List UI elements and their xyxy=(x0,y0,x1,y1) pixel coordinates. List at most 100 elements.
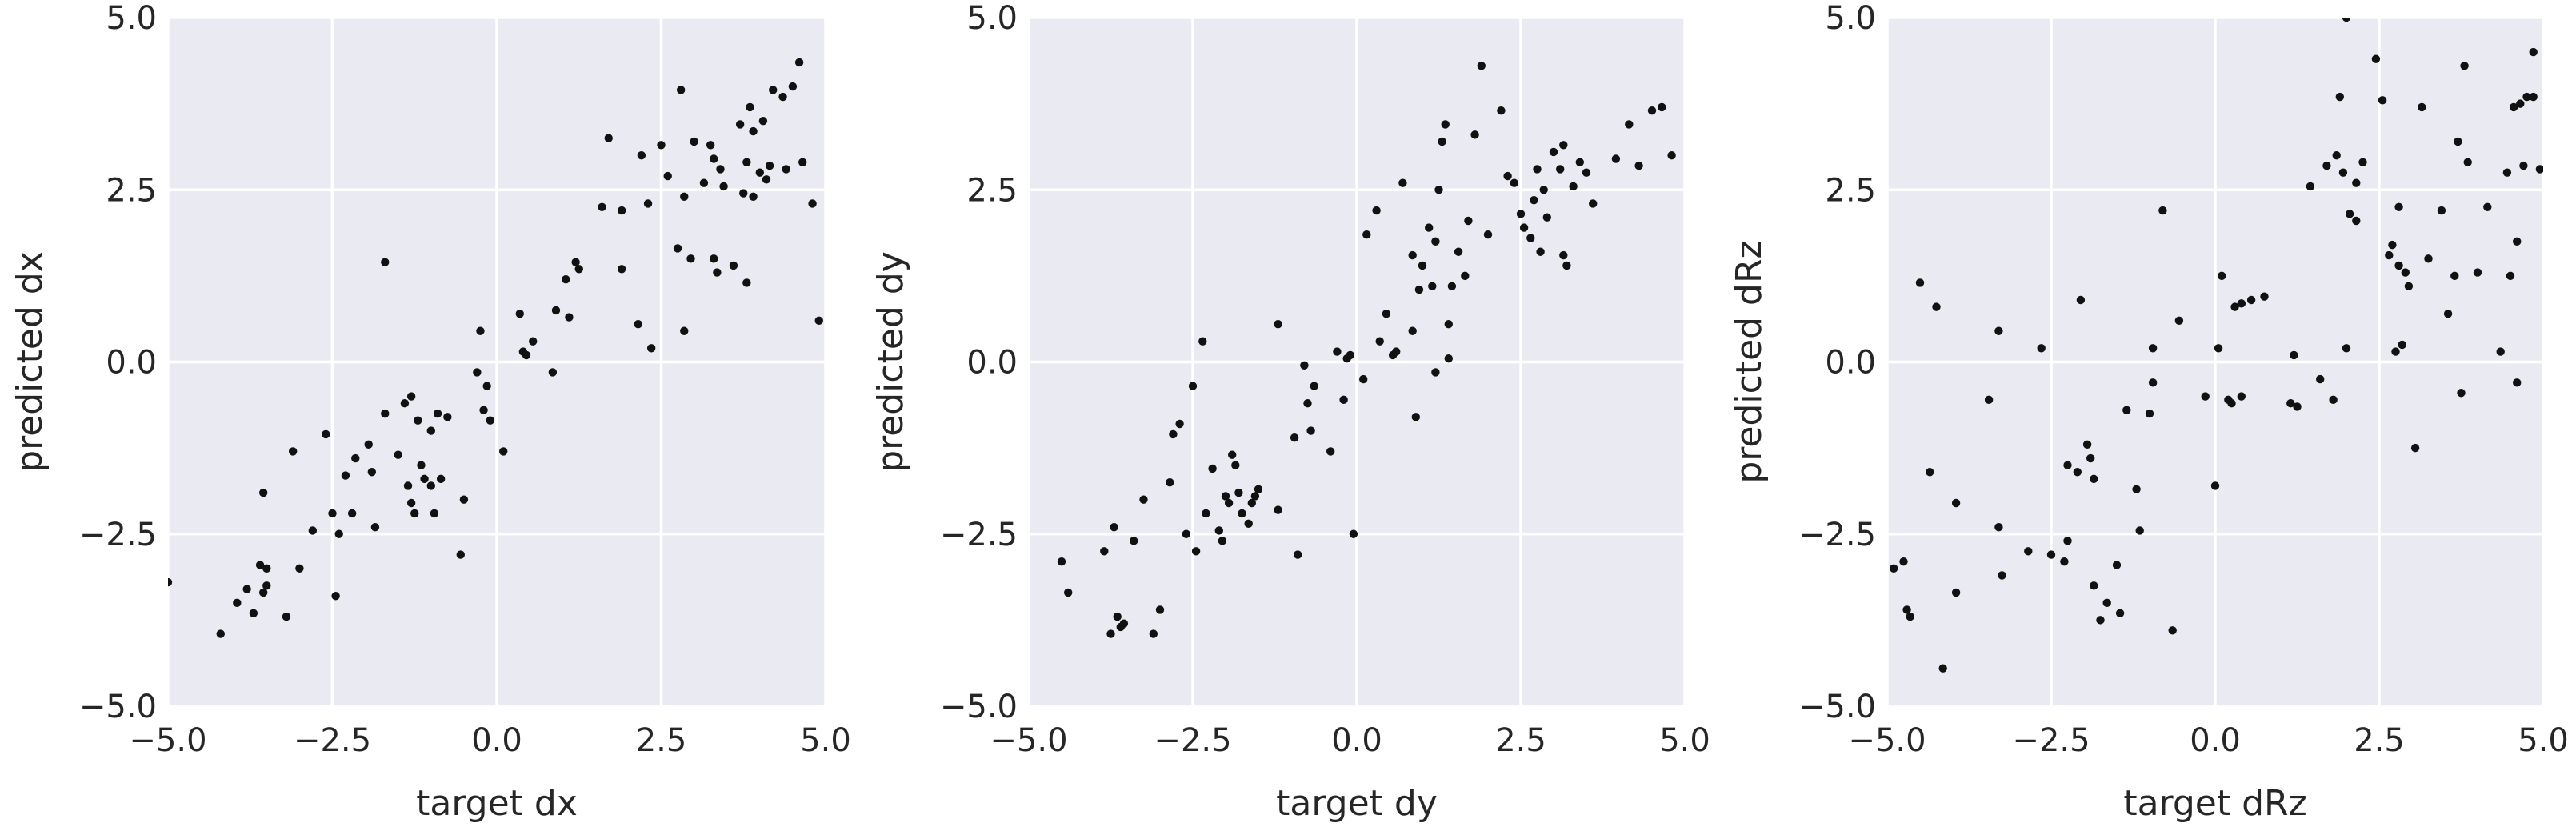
data-point xyxy=(798,158,807,167)
data-point xyxy=(548,368,558,377)
x-tick-label: −5.0 xyxy=(129,722,206,759)
y-tick-label: 0.0 xyxy=(966,345,1018,382)
data-point xyxy=(765,161,774,170)
data-point xyxy=(1569,182,1578,191)
data-point xyxy=(522,350,531,360)
data-point xyxy=(282,612,291,621)
data-point xyxy=(1218,537,1227,545)
data-point xyxy=(716,165,725,174)
data-point xyxy=(2519,161,2528,170)
data-point xyxy=(499,447,508,456)
data-point xyxy=(2322,161,2331,170)
y-tick-label: −5.0 xyxy=(940,689,1018,725)
data-point xyxy=(1113,612,1122,621)
data-point xyxy=(1503,171,1512,181)
data-point xyxy=(426,481,435,490)
data-point xyxy=(1310,382,1318,390)
data-point xyxy=(735,120,745,129)
x-tick-label: −2.5 xyxy=(294,722,371,759)
data-point xyxy=(1441,120,1450,129)
data-point xyxy=(1559,250,1568,260)
data-point xyxy=(242,585,251,593)
data-point xyxy=(1274,319,1282,329)
data-point xyxy=(1951,498,1961,508)
data-point xyxy=(571,258,580,266)
data-point xyxy=(262,564,271,573)
data-point xyxy=(1290,433,1299,442)
data-point xyxy=(1333,347,1342,356)
data-point xyxy=(381,409,390,418)
data-point xyxy=(2063,461,2072,469)
data-point xyxy=(1238,509,1246,518)
data-point xyxy=(769,86,778,94)
data-point xyxy=(1362,230,1371,239)
data-point xyxy=(1625,120,1634,129)
y-axis-label: predicted dy xyxy=(870,251,911,473)
y-tick-label: −2.5 xyxy=(1798,517,1876,553)
data-point xyxy=(1372,206,1381,215)
data-point xyxy=(403,481,413,490)
x-axis-label: target dx xyxy=(416,783,578,824)
data-point xyxy=(1234,488,1243,497)
data-point xyxy=(1106,629,1115,638)
data-point xyxy=(1202,509,1210,518)
data-point xyxy=(1175,419,1184,429)
y-tick-label: 0.0 xyxy=(1825,345,1876,382)
data-point xyxy=(334,529,343,538)
data-point xyxy=(1375,337,1384,346)
data-point xyxy=(1951,588,1961,597)
data-point xyxy=(410,509,419,518)
x-axis-label: target dy xyxy=(1276,783,1438,824)
data-point xyxy=(2230,302,2239,311)
data-point xyxy=(370,522,380,532)
data-point xyxy=(2338,168,2348,177)
data-point xyxy=(1530,195,1538,205)
data-point xyxy=(2509,102,2518,112)
data-point xyxy=(1984,395,1994,405)
data-point xyxy=(2102,598,2111,608)
data-point xyxy=(1667,151,1676,160)
data-point xyxy=(529,337,538,346)
data-point xyxy=(2290,350,2298,360)
data-point xyxy=(1247,498,1257,508)
data-point xyxy=(443,413,452,421)
data-point xyxy=(341,471,350,480)
data-point xyxy=(233,598,242,608)
data-point xyxy=(1899,557,1908,566)
data-point xyxy=(479,406,488,414)
data-point xyxy=(406,392,416,401)
y-tick-label: 0.0 xyxy=(106,345,157,382)
data-point xyxy=(1274,505,1282,514)
data-point xyxy=(749,126,758,136)
x-tick-label: −2.5 xyxy=(2012,722,2090,759)
data-point xyxy=(680,326,689,335)
data-point xyxy=(2115,609,2125,617)
y-tick-label: 5.0 xyxy=(966,0,1018,37)
data-point xyxy=(1634,161,1643,170)
data-point xyxy=(417,461,426,469)
data-point xyxy=(414,416,422,425)
data-point xyxy=(1516,210,1526,218)
data-point xyxy=(1382,310,1391,318)
data-point xyxy=(562,274,570,284)
data-point xyxy=(2090,474,2098,484)
data-point xyxy=(657,141,666,150)
data-point xyxy=(2174,316,2184,326)
data-point xyxy=(2063,537,2072,545)
data-point xyxy=(1425,223,1434,232)
data-point xyxy=(2090,581,2098,590)
data-point xyxy=(2437,206,2446,215)
data-point xyxy=(1155,605,1165,614)
data-point xyxy=(2513,237,2522,246)
y-tick-label: 5.0 xyxy=(1825,0,1876,37)
data-point xyxy=(486,416,494,425)
data-point xyxy=(1139,495,1148,504)
data-point xyxy=(788,82,798,91)
data-point xyxy=(2450,271,2459,281)
data-point xyxy=(430,509,439,518)
data-point xyxy=(1110,522,1118,532)
data-point xyxy=(1611,154,1621,163)
data-point xyxy=(1926,468,1934,477)
data-point xyxy=(367,468,377,477)
data-point xyxy=(617,206,626,215)
